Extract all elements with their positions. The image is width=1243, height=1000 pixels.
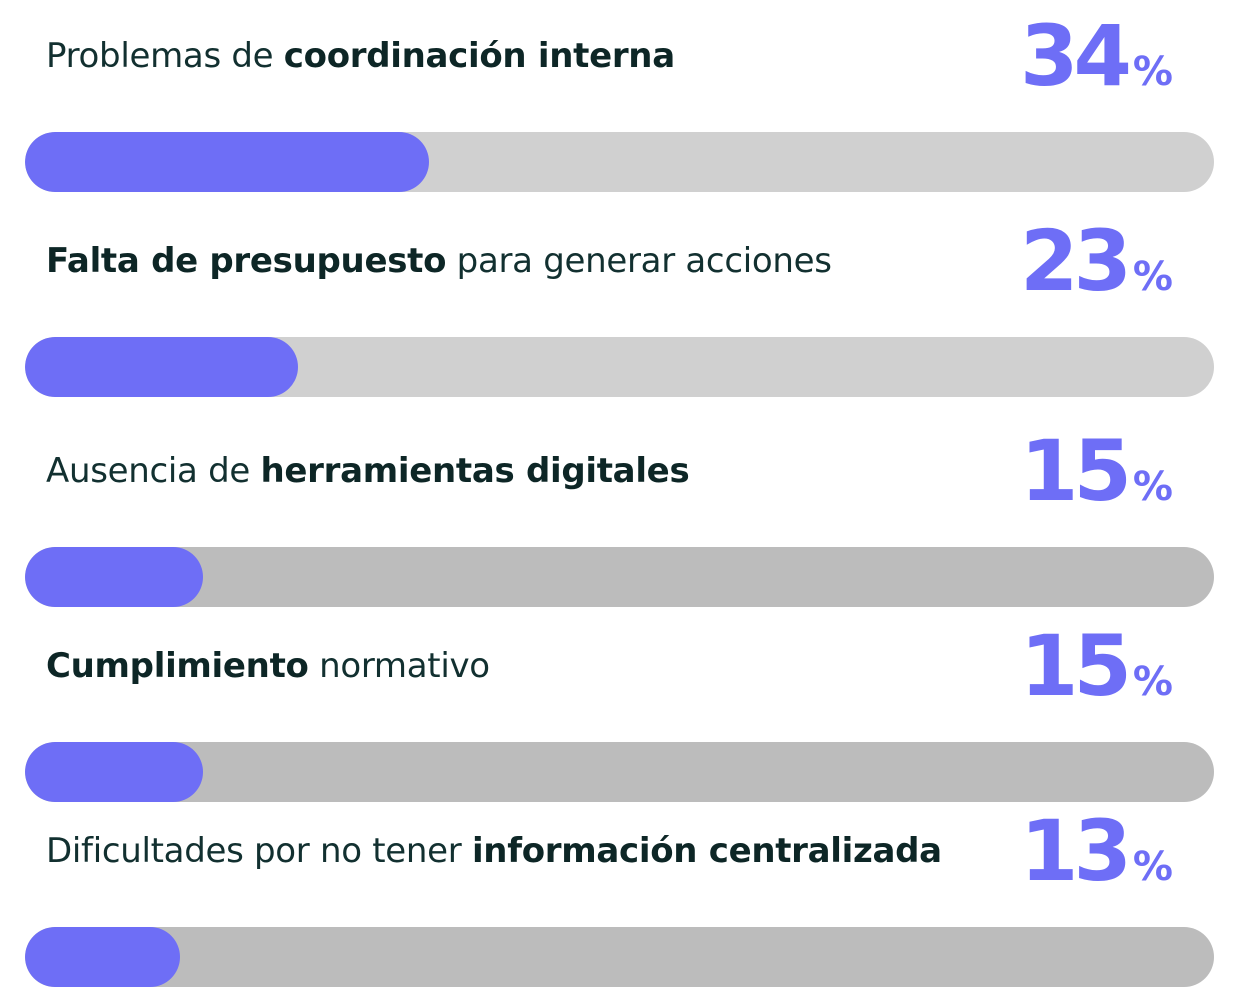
bar-track-2	[25, 337, 1214, 397]
bar-label-2-part-2: para generar acciones	[446, 241, 832, 281]
bar-label-2: Falta de presupuesto para generar accion…	[46, 241, 832, 281]
bar-label-5-part-1: Dificultades por no tener	[46, 831, 472, 871]
bar-fill-3	[25, 547, 203, 607]
bar-value-1: 34%	[1020, 14, 1173, 98]
bar-label-4-part-1: Cumplimiento	[46, 646, 309, 686]
bar-fill-4	[25, 742, 203, 802]
bar-label-4: Cumplimiento normativo	[46, 646, 490, 686]
bar-value-4-number: 15	[1020, 617, 1132, 715]
bar-value-3: 15%	[1020, 429, 1173, 513]
bar-label-3-part-1: Ausencia de	[46, 451, 261, 491]
bar-label-1: Problemas de coordinación interna	[46, 36, 675, 76]
bar-value-2: 23%	[1020, 219, 1173, 303]
bar-value-2-number: 23	[1020, 212, 1132, 310]
bar-value-5-unit: %	[1132, 844, 1173, 890]
bar-track-5	[25, 927, 1214, 987]
bar-value-4-unit: %	[1132, 659, 1173, 705]
bar-track-3	[25, 547, 1214, 607]
bar-value-3-number: 15	[1020, 422, 1132, 520]
bar-track-1	[25, 132, 1214, 192]
bar-value-1-number: 34	[1020, 7, 1132, 105]
bar-label-3-part-2: herramientas digitales	[260, 451, 690, 491]
bar-value-5: 13%	[1020, 809, 1173, 893]
bar-value-1-unit: %	[1132, 49, 1173, 95]
bar-label-4-part-2: normativo	[308, 646, 490, 686]
bar-label-5-part-2: información centralizada	[471, 831, 942, 871]
bar-value-3-unit: %	[1132, 464, 1173, 510]
bar-fill-2	[25, 337, 298, 397]
bar-fill-1	[25, 132, 429, 192]
bar-label-3: Ausencia de herramientas digitales	[46, 451, 690, 491]
bar-value-2-unit: %	[1132, 254, 1173, 300]
bar-label-5: Dificultades por no tener información ce…	[46, 831, 942, 871]
bar-track-4	[25, 742, 1214, 802]
bar-label-1-part-2: coordinación interna	[283, 36, 675, 76]
bar-value-5-number: 13	[1020, 802, 1132, 900]
bar-value-4: 15%	[1020, 624, 1173, 708]
bar-label-1-part-1: Problemas de	[46, 36, 284, 76]
bar-fill-5	[25, 927, 180, 987]
bar-label-2-part-1: Falta de presupuesto	[46, 241, 447, 281]
